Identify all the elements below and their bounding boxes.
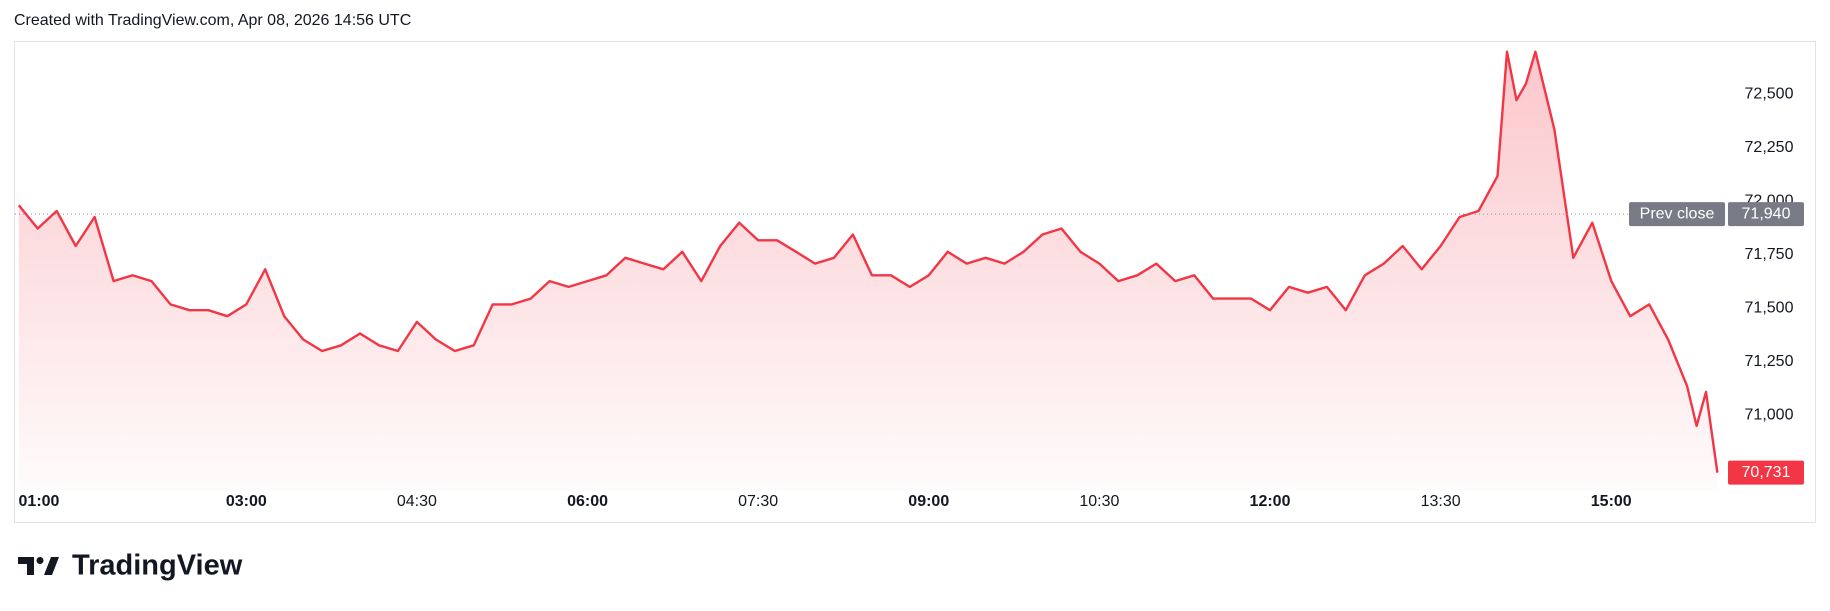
y-tick-label: 71,000 bbox=[1745, 406, 1794, 423]
y-tick-label: 71,500 bbox=[1745, 299, 1794, 316]
y-tick-label: 72,250 bbox=[1745, 139, 1794, 156]
price-line bbox=[17, 50, 1719, 473]
credit: Created with TradingView.com, Apr 08, 20… bbox=[14, 12, 411, 29]
prev-close-value-tag bbox=[1728, 202, 1804, 227]
y-tick-label: 72,500 bbox=[1745, 86, 1794, 103]
x-tick-label: 07:30 bbox=[738, 493, 778, 510]
x-tick-label: 06:00 bbox=[567, 493, 608, 510]
area-fill bbox=[18, 51, 1718, 490]
logo: TradingView bbox=[18, 550, 243, 582]
x-tick-label: 01:00 bbox=[19, 493, 60, 510]
x-tick-label: 15:00 bbox=[1591, 493, 1632, 510]
prev-close-value: 71,940 bbox=[1742, 205, 1791, 222]
x-tick-label: 09:00 bbox=[908, 493, 949, 510]
x-tick-label: 10:30 bbox=[1079, 493, 1119, 510]
prev-close-tag bbox=[1629, 202, 1725, 227]
y-tick-label: 71,250 bbox=[1745, 353, 1794, 370]
prev-close-label: Prev close bbox=[1640, 205, 1715, 222]
y-tick-label: 71,750 bbox=[1745, 246, 1794, 263]
brand: TradingView bbox=[72, 550, 243, 582]
x-tick-label: 03:00 bbox=[226, 493, 267, 510]
x-tick-label: 04:30 bbox=[397, 493, 437, 510]
frame bbox=[14, 41, 1816, 523]
x-tick-label: 12:00 bbox=[1250, 493, 1291, 510]
x-tick-label: 13:30 bbox=[1421, 493, 1461, 510]
last-price-tag bbox=[1728, 460, 1804, 485]
last-price-label: 70,731 bbox=[1742, 464, 1791, 481]
